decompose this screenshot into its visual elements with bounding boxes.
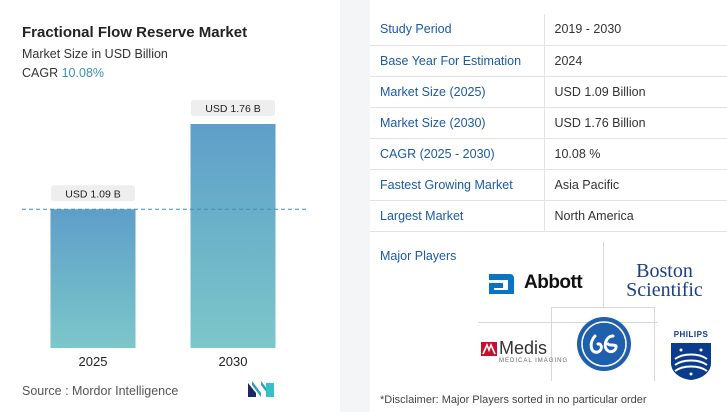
info-row: Fastest Growing Market Asia Pacific <box>370 169 727 201</box>
bar-2025 <box>50 209 136 348</box>
info-key: Base Year For Estimation <box>370 45 544 77</box>
cagr-label: CAGR <box>22 66 59 80</box>
disclaimer-text: *Disclaimer: Major Players sorted in no … <box>380 394 647 406</box>
info-row: Largest Market North America <box>370 200 727 232</box>
philips-logo: PHILIPS <box>668 330 714 382</box>
info-value: 10.08 % <box>543 138 727 170</box>
info-row: Study Period 2019 - 2030 <box>370 14 727 46</box>
cagr-value: 10.08% <box>61 66 105 80</box>
mordor-intelligence-logo-icon <box>248 381 274 397</box>
data-label-bg <box>51 185 135 202</box>
data-label-bg <box>191 100 275 116</box>
info-key: Study Period <box>370 14 544 46</box>
grid-line <box>603 242 604 308</box>
info-row: Base Year For Estimation 2024 <box>370 45 727 77</box>
bar-2030 <box>190 124 276 348</box>
boston-line2: Scientific <box>626 279 703 301</box>
info-key: Largest Market <box>370 200 544 232</box>
philips-shield-icon <box>671 343 711 380</box>
chart-title: Fractional Flow Reserve Market <box>22 24 248 41</box>
info-table: Study Period 2019 - 2030 Base Year For Est… <box>370 14 727 232</box>
info-value: USD 1.76 Billion <box>543 107 727 139</box>
data-label: USD 1.09 B <box>65 188 120 200</box>
info-key: Market Size (2025) <box>370 76 544 108</box>
info-key: Fastest Growing Market <box>370 169 544 201</box>
x-tick-label: 2025 <box>79 354 108 369</box>
abbott-logo: Abbott <box>486 268 592 298</box>
grid-line <box>551 307 654 308</box>
grid-line <box>551 307 552 381</box>
info-key: Market Size (2030) <box>370 107 544 139</box>
info-row: Market Size (2025) USD 1.09 Billion <box>370 76 727 108</box>
cagr-line: CAGR 10.08% <box>22 66 104 80</box>
info-row: CAGR (2025 - 2030) 10.08 % <box>370 138 727 170</box>
boston-line1: Boston <box>636 260 693 282</box>
info-value: 2024 <box>543 45 727 77</box>
grid-line <box>654 307 655 381</box>
abbott-name: Abbott <box>524 272 583 293</box>
boston-scientific-logo: Boston Scientific <box>612 260 717 302</box>
medis-icon <box>481 342 497 356</box>
info-row: Market Size (2030) USD 1.76 Billion <box>370 107 727 139</box>
medis-logo: Medis MEDICAL IMAGING <box>481 338 567 368</box>
data-label: USD 1.76 B <box>205 103 260 115</box>
info-value: 2019 - 2030 <box>543 14 727 46</box>
philips-name: PHILIPS <box>673 330 709 339</box>
info-key: CAGR (2025 - 2030) <box>370 138 544 170</box>
medis-subtitle: MEDICAL IMAGING <box>499 358 569 364</box>
ge-logo-icon <box>577 317 631 371</box>
abbott-icon <box>489 274 514 294</box>
x-tick-label: 2030 <box>219 354 248 369</box>
major-players-label: Major Players <box>380 249 457 263</box>
chart-subtitle: Market Size in USD Billion <box>22 47 168 61</box>
panel-gap <box>340 0 370 412</box>
grid-line <box>478 322 658 323</box>
info-value: USD 1.09 Billion <box>543 76 727 108</box>
source-text: Source : Mordor Intelligence <box>22 384 179 398</box>
medis-name: Medis <box>499 338 548 358</box>
bar-chart: USD 1.09 B 2025 USD 1.76 B 2030 <box>22 100 306 369</box>
info-value: Asia Pacific <box>543 169 727 201</box>
info-value: North America <box>543 200 727 232</box>
